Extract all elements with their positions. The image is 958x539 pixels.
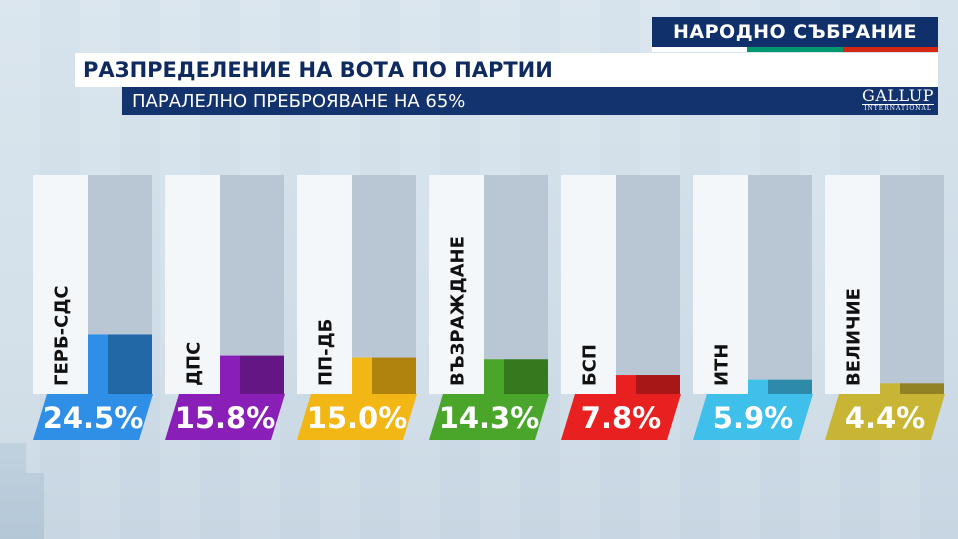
value-label: 15.0% [307, 401, 408, 435]
value-label: 14.3% [439, 401, 540, 435]
value-label: 24.5% [43, 401, 144, 435]
bar-light [352, 357, 372, 394]
label-column [429, 175, 484, 394]
value-tile [693, 394, 813, 440]
category-label: ВЕЛИЧИЕ [844, 288, 865, 386]
label-column [693, 175, 748, 394]
bar-track [880, 175, 944, 394]
label-column [825, 175, 880, 394]
category-label: ПП-ДБ [316, 319, 337, 386]
category-label: ИТН [712, 344, 733, 386]
institution-banner: НАРОДНО СЪБРАНИЕ [652, 17, 938, 47]
value-tile [429, 394, 549, 440]
logo-sub: INTERNATIONAL [862, 104, 934, 112]
bar-light [484, 359, 504, 394]
bar [504, 359, 548, 394]
flag-white [652, 47, 748, 52]
label-column [165, 175, 220, 394]
bar-light [748, 379, 768, 394]
bar [900, 383, 944, 394]
flag-green [747, 47, 843, 52]
category-label: ГЕРБ-СДС [52, 285, 73, 386]
bar-light [88, 334, 108, 394]
value-tile [165, 394, 285, 440]
value-tile [561, 394, 681, 440]
bar-track [484, 175, 548, 394]
bar-track [616, 175, 680, 394]
bar [768, 379, 812, 394]
bar [240, 355, 284, 394]
logo-main: GALLUP [862, 86, 934, 105]
value-tile [825, 394, 945, 440]
gallup-logo: GALLUP INTERNATIONAL [862, 88, 934, 112]
label-column [561, 175, 616, 394]
value-label: 4.4% [845, 401, 925, 435]
bar-track [748, 175, 812, 394]
bar [372, 357, 416, 394]
chart-subtitle: ПАРАЛЕЛНО ПРЕБРОЯВАНЕ НА 65% [122, 87, 938, 115]
bar-light [220, 355, 240, 394]
category-label: ВЪЗРАЖДАНЕ [448, 236, 469, 386]
label-column [33, 175, 88, 394]
bar-track [352, 175, 416, 394]
flag-stripe [652, 47, 938, 52]
flag-red [842, 47, 938, 52]
label-column [297, 175, 352, 394]
category-label: БСП [580, 344, 601, 386]
bar [636, 375, 680, 394]
value-label: 15.8% [175, 401, 276, 435]
category-label: ДПС [184, 342, 205, 386]
bar [108, 334, 152, 394]
value-label: 7.8% [581, 401, 661, 435]
value-label: 5.9% [713, 401, 793, 435]
bar-light [880, 383, 900, 394]
bar-light [616, 375, 636, 394]
chart-title: РАЗПРЕДЕЛЕНИЕ НА ВОТА ПО ПАРТИИ [75, 53, 938, 87]
value-tile [297, 394, 417, 440]
value-tile [33, 394, 153, 440]
